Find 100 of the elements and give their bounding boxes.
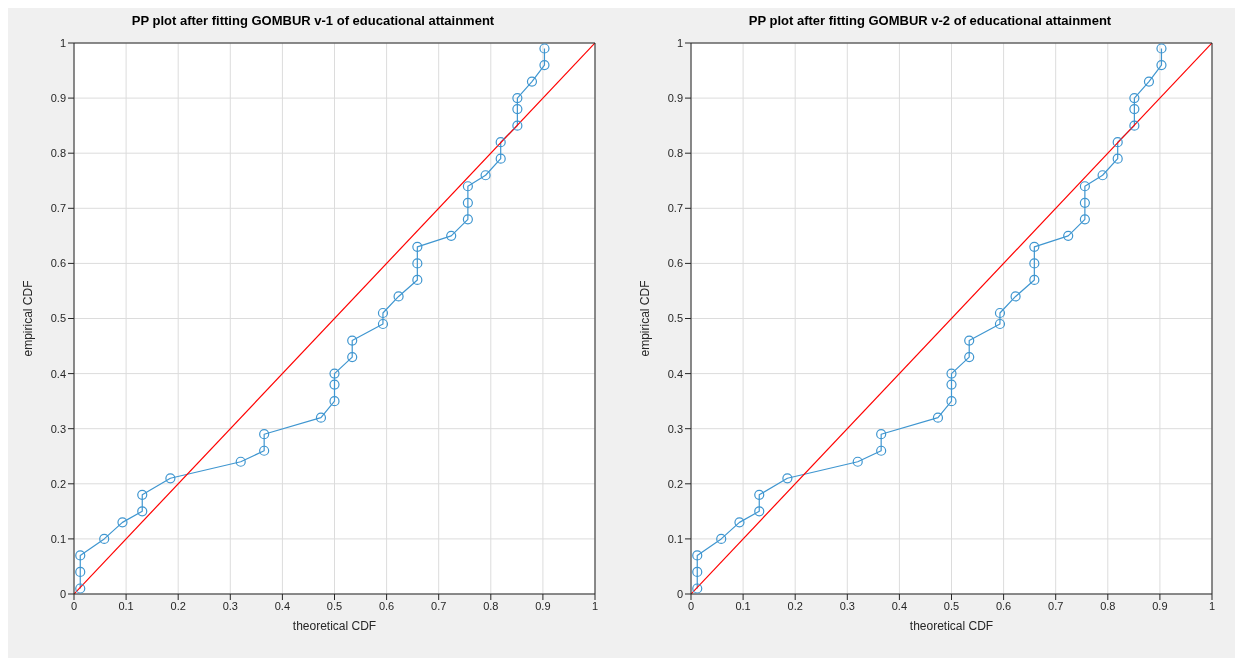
- x-tick-label: 0: [687, 599, 695, 612]
- point: [462, 197, 473, 208]
- x-tick-label: 0.6: [378, 599, 395, 612]
- point: [1143, 76, 1155, 87]
- y-tick-label: 0.9: [667, 92, 683, 104]
- y-tick-label: 0.5: [667, 312, 683, 325]
- point: [347, 335, 358, 346]
- point: [495, 153, 506, 164]
- point: [512, 93, 523, 104]
- point: [1010, 291, 1021, 302]
- point: [932, 412, 944, 423]
- point: [754, 506, 765, 517]
- x-tick-label: 0.4: [274, 599, 291, 612]
- x-tick-label: 0.3: [839, 599, 855, 612]
- y-tick-label: 0.2: [50, 477, 66, 490]
- x-tick-label: 0.9: [535, 599, 551, 612]
- point: [329, 368, 340, 379]
- x-tick-label: 0.9: [1152, 599, 1168, 612]
- x-axis-title: theoretical CDF: [292, 619, 377, 633]
- point: [377, 307, 389, 319]
- point: [994, 318, 1006, 330]
- x-tick-label: 0.5: [326, 599, 343, 612]
- y-tick-label: 0.9: [50, 92, 66, 104]
- y-axis-title: empirical CDF: [21, 280, 36, 357]
- point: [165, 473, 176, 484]
- point: [259, 445, 270, 456]
- point: [235, 456, 246, 467]
- point: [495, 137, 506, 148]
- x-tick-label: 0.3: [222, 599, 238, 612]
- point: [75, 566, 86, 578]
- y-tick-label: 0: [59, 587, 66, 600]
- x-tick-label: 0.1: [118, 599, 134, 612]
- point: [964, 351, 975, 363]
- x-tick-label: 0.7: [1048, 599, 1064, 612]
- point: [876, 429, 887, 440]
- point: [782, 473, 793, 484]
- point: [1129, 120, 1140, 131]
- point: [412, 258, 423, 269]
- point: [75, 550, 86, 561]
- x-tick-label: 1: [591, 599, 599, 612]
- point: [462, 181, 473, 192]
- point: [99, 533, 110, 544]
- point: [876, 445, 887, 456]
- point: [964, 335, 975, 346]
- point: [393, 291, 404, 302]
- x-tick-label: 0.5: [943, 599, 960, 612]
- point: [1063, 230, 1074, 241]
- x-tick-label: 0.8: [1100, 599, 1116, 612]
- point: [946, 379, 957, 390]
- point: [1079, 214, 1090, 225]
- point: [692, 566, 703, 578]
- point: [526, 76, 538, 87]
- point: [692, 550, 703, 561]
- y-tick-label: 0.7: [50, 202, 66, 215]
- point: [137, 489, 148, 500]
- point: [946, 396, 957, 407]
- point: [734, 517, 745, 528]
- point: [539, 59, 550, 71]
- y-tick-label: 0.8: [50, 147, 66, 160]
- point: [512, 104, 523, 115]
- point: [1097, 170, 1108, 181]
- y-tick-label: 0.6: [50, 257, 66, 270]
- y-tick-label: 0.3: [50, 422, 66, 435]
- point: [754, 489, 765, 500]
- point: [315, 412, 327, 423]
- point: [1129, 93, 1140, 104]
- y-tick-label: 0.7: [667, 202, 683, 215]
- point: [412, 274, 423, 286]
- point: [1029, 258, 1040, 269]
- point: [716, 533, 727, 544]
- y-tick-label: 0.4: [50, 367, 66, 380]
- point: [1156, 59, 1167, 71]
- point: [1029, 241, 1040, 252]
- y-tick-label: 1: [59, 36, 66, 49]
- point: [1079, 181, 1090, 192]
- y-tick-label: 0.6: [667, 257, 683, 270]
- y-tick-label: 0.1: [50, 532, 66, 545]
- y-tick-label: 1: [676, 36, 683, 49]
- y-axis-title: empirical CDF: [638, 280, 653, 357]
- point: [117, 517, 128, 528]
- point: [480, 170, 491, 181]
- y-tick-label: 0.8: [667, 147, 683, 160]
- y-tick-label: 0: [676, 587, 683, 600]
- x-tick-label: 0.4: [891, 599, 908, 612]
- y-tick-label: 0.2: [667, 477, 683, 490]
- point: [692, 583, 703, 594]
- point: [329, 396, 340, 407]
- x-tick-label: 0.7: [431, 599, 447, 612]
- point: [539, 43, 550, 54]
- point: [1156, 43, 1167, 54]
- y-tick-label: 0.3: [667, 422, 683, 435]
- x-tick-label: 0.8: [483, 599, 499, 612]
- point: [329, 379, 340, 390]
- point: [412, 241, 423, 252]
- y-tick-label: 0.1: [667, 532, 683, 545]
- point: [75, 583, 86, 594]
- point: [347, 351, 358, 363]
- x-tick-label: 0.2: [787, 599, 803, 612]
- point: [446, 230, 457, 241]
- y-tick-label: 0.4: [667, 367, 683, 380]
